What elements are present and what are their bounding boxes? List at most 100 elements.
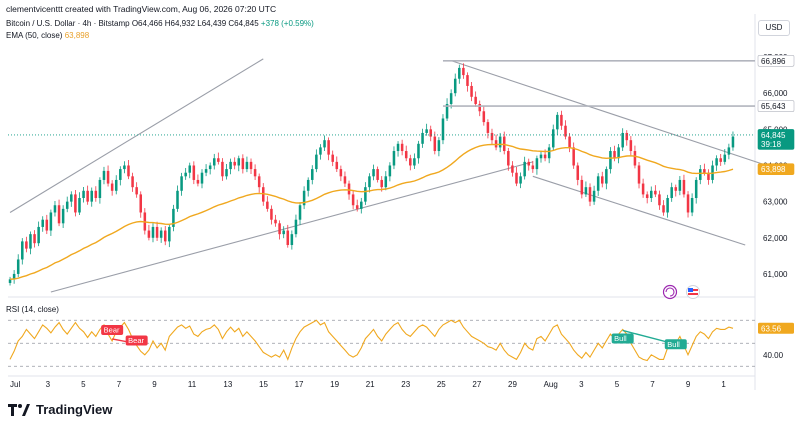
candle-body: [102, 170, 106, 180]
candle-body: [86, 190, 89, 202]
candle-body: [654, 190, 657, 195]
candle-body: [609, 151, 612, 170]
price-tag-label: 65,643: [761, 102, 786, 111]
time-tick-label: Aug: [544, 380, 558, 389]
candle-body: [319, 147, 322, 155]
bear-label-box: [125, 335, 148, 346]
candle-body: [572, 147, 575, 166]
candle-body: [298, 205, 302, 220]
price-axis[interactable]: 67,00066,00065,00064,00063,00062,00061,0…: [757, 53, 795, 279]
candle-body: [523, 161, 526, 177]
candle-body: [29, 234, 32, 249]
candle-body: [650, 190, 653, 199]
candle-body: [270, 208, 273, 220]
candle-body: [666, 198, 669, 213]
candle-body: [596, 176, 600, 191]
tradingview-wordmark: TradingView: [36, 402, 113, 417]
candle-body: [535, 158, 539, 170]
candle-body: [172, 208, 175, 227]
replay-icon-arrow: [665, 287, 675, 297]
candle-body: [633, 151, 637, 166]
candle-body: [45, 219, 49, 231]
candle-body: [135, 187, 138, 195]
candle-body: [282, 230, 285, 235]
candle-body: [106, 170, 110, 184]
candle-body: [41, 219, 44, 227]
candle-body: [335, 161, 339, 170]
candle-body: [147, 230, 151, 238]
candle-body: [425, 129, 428, 133]
candle-body: [490, 132, 494, 141]
candle-body: [719, 158, 722, 162]
price-tick-label: 61,000: [763, 270, 788, 279]
candle-body: [723, 154, 727, 162]
candle-body: [163, 230, 167, 242]
candle-body: [556, 114, 559, 130]
candle-body: [306, 179, 310, 191]
candle-body: [515, 172, 518, 184]
candle-body: [123, 165, 126, 170]
candle-body: [507, 151, 510, 166]
price-tag-box: [757, 54, 795, 67]
candle-body: [662, 205, 665, 213]
candle-body: [645, 194, 649, 199]
candle-body: [323, 140, 326, 148]
time-tick-label: 29: [508, 380, 517, 389]
time-tick-label: 3: [46, 380, 51, 389]
candle-body: [731, 136, 735, 148]
bull-label-box: [611, 333, 634, 344]
price-level-lines: [8, 59, 755, 136]
candle-body: [429, 129, 432, 137]
candle-body: [355, 205, 359, 209]
candle-body: [621, 132, 624, 148]
candle-body: [449, 93, 453, 105]
candle-body: [127, 165, 130, 177]
candle-body: [502, 136, 506, 152]
candle-body: [294, 219, 298, 235]
rsi-legend: RSI (14, close): [6, 305, 59, 314]
candle-body: [286, 230, 290, 246]
candle-body: [278, 223, 281, 235]
candle-body: [482, 111, 486, 123]
candle-body: [33, 234, 36, 244]
time-tick-label: 23: [401, 380, 410, 389]
time-tick-label: 5: [81, 380, 86, 389]
candle-body: [686, 194, 690, 213]
symbol-legend: Bitcoin / U.S. Dollar · 4h · Bitstamp O6…: [6, 19, 314, 28]
price-tick-label: 63,000: [763, 198, 788, 207]
price-tag-box: [757, 129, 795, 150]
candle-body: [539, 154, 543, 159]
candle-body: [233, 161, 236, 166]
candle-body: [600, 176, 604, 184]
candle-body: [560, 114, 563, 126]
candle-body: [576, 165, 580, 180]
price-tag-box: [757, 163, 795, 175]
ohlc-low: L64,439: [197, 19, 227, 28]
candle-body: [200, 172, 204, 184]
replay-icon[interactable]: [662, 284, 678, 300]
candle-body: [580, 179, 584, 195]
price-tag-label: 66,896: [761, 57, 786, 66]
time-tick-label: 9: [152, 380, 157, 389]
candle-body: [699, 169, 702, 180]
candle-body: [384, 176, 388, 188]
candle-body: [327, 140, 330, 155]
ohlc-high: H64,932: [164, 19, 196, 28]
candle-body: [547, 147, 551, 159]
candle-body: [588, 187, 592, 202]
candle-body: [474, 96, 477, 105]
candle-body: [625, 132, 629, 141]
candle-body: [417, 143, 420, 159]
candle-body: [441, 118, 445, 141]
candle-body: [531, 165, 535, 170]
candle-body: [12, 273, 16, 280]
currency-button[interactable]: USD: [758, 20, 790, 36]
bar-countdown-label: 39:18: [761, 140, 782, 149]
candle-body: [8, 279, 12, 283]
chart-grid: [8, 14, 756, 390]
rsi-pane: 63.56 40.00 Bear Bear Bull Bull: [8, 319, 794, 367]
candle-body: [376, 169, 379, 180]
candle-body: [478, 104, 481, 112]
time-axis[interactable]: Jul 3 5 7 9 11 13 15 17 19 21 23 25 27 29 Aug 3 5 7 9 1: [10, 380, 726, 389]
